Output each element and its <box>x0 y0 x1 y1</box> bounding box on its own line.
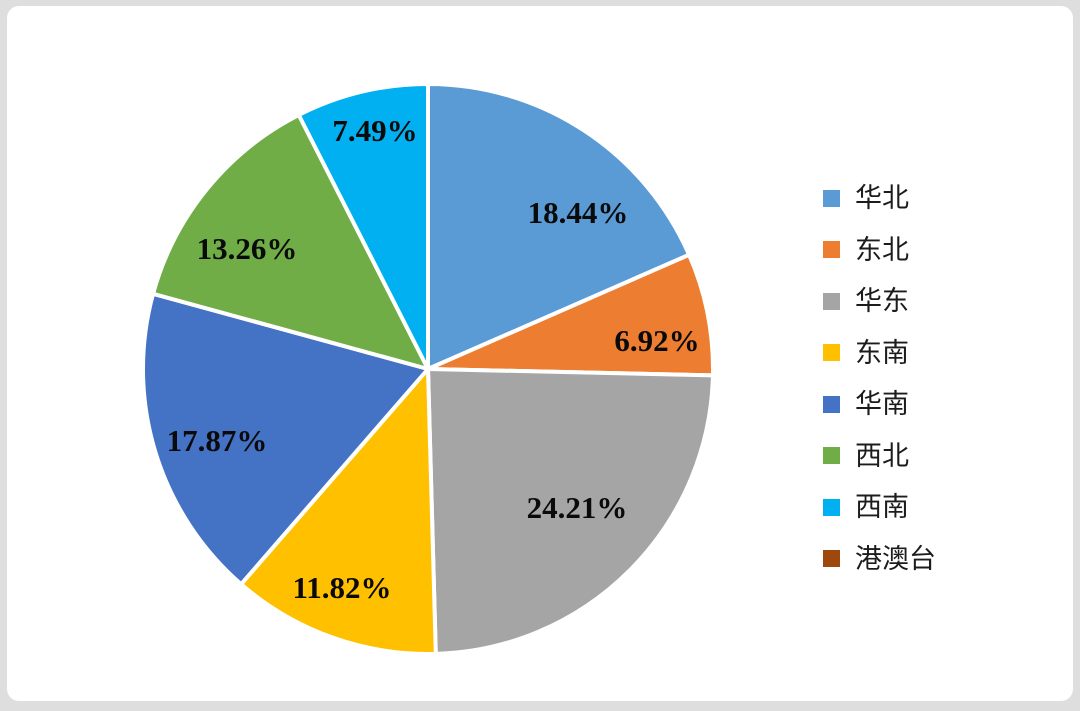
pie-slice-4 <box>141 291 430 587</box>
legend-item-1: 东北 <box>823 236 936 264</box>
legend-swatch-icon <box>823 241 840 258</box>
legend-item-2: 华东 <box>823 287 936 315</box>
slice-label-1: 6.92% <box>614 323 699 358</box>
slice-label-0: 18.44% <box>528 195 629 230</box>
pie-slice-6 <box>296 82 430 371</box>
slice-label-2: 24.21% <box>527 490 628 525</box>
legend-item-7: 港澳台 <box>823 545 936 573</box>
legend-label: 西南 <box>855 492 909 522</box>
legend-item-3: 东南 <box>823 339 936 367</box>
legend-swatch-icon <box>823 498 840 516</box>
slice-label-5: 13.26% <box>197 231 298 266</box>
pie-slice-0 <box>426 82 692 371</box>
legend-swatch-icon <box>823 189 840 207</box>
legend-item-6: 西南 <box>823 493 936 521</box>
legend-item-0: 华北 <box>823 184 936 212</box>
legend-label: 港澳台 <box>855 543 936 574</box>
legend-item-4: 华南 <box>823 390 936 418</box>
pie-slice-3 <box>239 367 438 656</box>
pie-slice-5 <box>151 112 430 371</box>
legend-item-5: 西北 <box>823 442 936 470</box>
legend-label: 华东 <box>855 286 909 316</box>
legend-label: 华南 <box>855 389 909 419</box>
legend-swatch-icon <box>823 447 840 464</box>
legend-label: 东南 <box>855 337 909 368</box>
legend-label: 西北 <box>855 440 909 471</box>
slice-label-4: 17.87% <box>167 423 268 458</box>
legend-label: 东北 <box>855 234 909 265</box>
legend-swatch-icon <box>823 344 840 361</box>
legend-swatch-icon <box>823 550 840 567</box>
slice-label-3: 11.82% <box>292 570 391 605</box>
pie-slice-2 <box>426 367 715 656</box>
pie-slice-1 <box>426 252 715 378</box>
legend-swatch-icon <box>823 395 840 413</box>
legend-swatch-icon <box>823 292 840 310</box>
legend: 华北 东北 华东 东南 华南 西北 西南 港澳台 <box>823 184 936 573</box>
legend-label: 华北 <box>855 183 909 213</box>
slice-label-6: 7.49% <box>332 113 417 148</box>
